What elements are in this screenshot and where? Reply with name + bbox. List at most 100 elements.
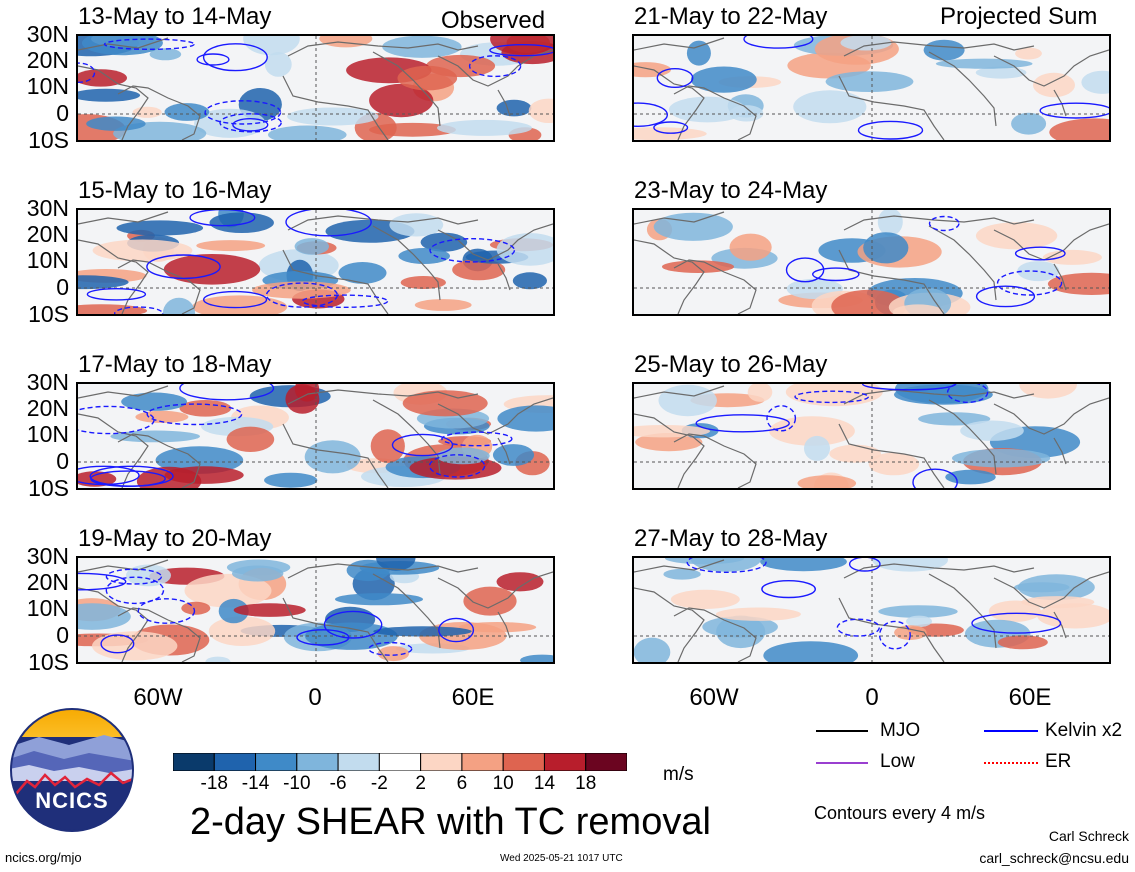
panel-title-obs-2: 15-May to 16-May	[78, 177, 272, 204]
lat-label-row3-3: 0	[56, 448, 69, 474]
map-panel-observed-2	[76, 208, 555, 316]
shear-anomaly-region	[653, 212, 733, 241]
footer-url[interactable]: ncics.org/mjo	[5, 850, 82, 865]
lat-label-row3-1: 20N	[26, 395, 69, 421]
kelvin-contour	[90, 470, 166, 487]
shear-anomaly-region	[304, 440, 361, 474]
shear-anomaly-region	[769, 416, 855, 446]
shear-anomaly-region	[398, 248, 451, 264]
shear-anomaly-region	[338, 262, 387, 284]
shear-anomaly-region	[496, 233, 553, 266]
shear-anomaly-region	[78, 88, 141, 102]
shear-anomaly-region	[382, 36, 462, 58]
shear-anomaly-region	[868, 452, 920, 476]
panel-title-proj-2: 23-May to 24-May	[634, 177, 828, 204]
coastlines	[634, 211, 1109, 314]
kelvin-contour	[857, 120, 924, 140]
shear-anomaly-region	[663, 568, 701, 580]
shear-anomaly-region	[335, 593, 423, 606]
lat-label-row4-2: 10N	[26, 595, 69, 621]
shear-anomaly-region	[496, 99, 532, 117]
shear-anomaly-region	[686, 40, 711, 66]
shear-anomaly-region	[135, 410, 189, 423]
colorbar-swatch-2	[255, 752, 298, 772]
lon-label-0-right: 0	[865, 684, 879, 711]
kelvin-contour	[368, 641, 413, 656]
shear-anomaly-region	[78, 275, 129, 290]
footer-author: Carl Schreck	[1048, 828, 1129, 844]
shear-anomaly-region	[264, 472, 318, 488]
colorbar-tick-label: -18	[200, 773, 228, 794]
shear-anomaly-region	[935, 58, 1033, 69]
shear-anomaly-region	[804, 435, 830, 461]
coastlines	[78, 559, 553, 662]
lat-label-row1-2: 10N	[26, 73, 69, 99]
kelvin-contour	[489, 44, 553, 57]
lat-label-row1-0: 30N	[26, 21, 69, 47]
shear-anomaly-region	[840, 36, 892, 51]
colorbar	[172, 752, 628, 772]
shear-anomaly-region	[132, 106, 162, 118]
shear-anomaly-region	[952, 449, 1051, 468]
kelvin-contour	[811, 267, 860, 282]
colorbar-tick-label: 14	[533, 773, 556, 794]
shear-anomaly-region	[496, 572, 544, 592]
legend-er-line	[984, 762, 1038, 764]
contour-note: Contours every 4 m/s	[814, 803, 986, 823]
colorbar-tick-label: 10	[492, 773, 514, 794]
kelvin-contour	[179, 384, 275, 401]
shear-anomaly-region	[863, 232, 909, 264]
footer-email[interactable]: carl_schreck@ncsu.edu	[979, 850, 1129, 866]
shear-anomaly-region	[226, 426, 275, 452]
shear-anomaly-region	[268, 125, 347, 140]
kelvin-contour	[78, 572, 127, 591]
shear-anomaly-region	[287, 107, 379, 126]
coastlines	[78, 385, 553, 488]
lat-label-row4-1: 20N	[26, 569, 69, 595]
shear-anomaly-region	[760, 558, 847, 572]
shear-anomaly-region	[243, 36, 300, 56]
kelvin-contour	[1014, 246, 1066, 261]
legend-mjo-line	[816, 730, 868, 732]
kelvin-contour	[232, 118, 269, 132]
shear-anomaly-region	[975, 66, 1027, 79]
shear-anomaly-region	[136, 466, 202, 488]
colorbar-swatch-3	[296, 752, 339, 772]
kelvin-contour	[202, 43, 268, 72]
shear-anomaly-region	[208, 616, 276, 646]
shear-anomaly-region	[397, 65, 458, 91]
shear-anomaly-region	[1049, 118, 1109, 140]
shear-anomaly-region	[184, 573, 272, 608]
kelvin-contour	[785, 257, 825, 283]
kelvin-contour	[996, 270, 1063, 296]
kelvin-contour	[189, 210, 256, 227]
lon-label-60e-left: 60E	[451, 684, 495, 711]
shear-anomaly-region	[389, 213, 444, 237]
shear-anomaly-region	[520, 654, 553, 662]
shear-anomaly-region	[668, 96, 746, 123]
map-panel-observed-3	[76, 382, 555, 490]
lat-label-row3-4: 10S	[28, 475, 69, 501]
shear-anomaly-region	[377, 646, 410, 662]
colorbar-swatch-8	[502, 752, 545, 772]
map-panel-observed-4	[76, 556, 555, 664]
kelvin-contour	[653, 121, 689, 134]
shear-anomaly-region	[988, 600, 1041, 622]
coastlines	[634, 37, 1109, 140]
colorbar-swatch-7	[461, 752, 504, 772]
shear-anomaly-region	[658, 384, 717, 417]
kelvin-contour	[265, 282, 339, 308]
shear-anomaly-region	[452, 259, 506, 281]
legend-er-label: ER	[1045, 751, 1072, 772]
kelvin-contour	[766, 405, 797, 432]
shear-anomaly-region	[92, 631, 178, 661]
kelvin-contour	[203, 290, 268, 309]
shear-anomaly-region	[923, 39, 965, 61]
shear-anomaly-region	[192, 295, 288, 314]
kelvin-contour	[695, 414, 790, 433]
shear-anomaly-region	[232, 565, 284, 582]
logo-text: NCICS	[35, 788, 109, 813]
lat-label-row2-2: 10N	[26, 247, 69, 273]
kelvin-contour	[761, 580, 817, 599]
projected-sum-label: Projected Sum	[940, 3, 1098, 30]
